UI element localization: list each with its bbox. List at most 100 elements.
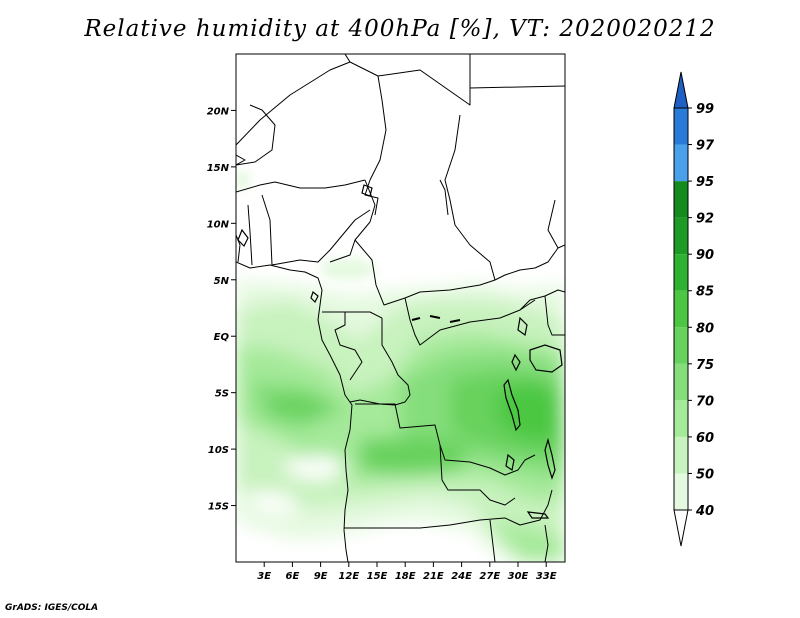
- colorbar-segment: [674, 217, 688, 255]
- border-egypt-sudan: [469, 85, 565, 89]
- y-axis: 20N 15N 10N 5N EQ 5S 10S 15S: [207, 106, 236, 513]
- colorbar-segment: [674, 400, 688, 437]
- border-chad-east: [439, 179, 449, 216]
- colorbar-label: 99: [696, 102, 714, 117]
- x-tick-label: 18E: [395, 571, 416, 582]
- colorbar-segment: [674, 181, 688, 218]
- colorbar-label: 75: [696, 358, 714, 373]
- colorbar-segment: [674, 144, 688, 182]
- colorbar-label: 70: [696, 394, 714, 409]
- border-libya-east: [377, 54, 471, 106]
- map-title: Relative humidity at 400hPa [%], VT: 202…: [84, 16, 716, 42]
- border-libya: [349, 61, 387, 181]
- x-tick-label: 21E: [423, 571, 444, 582]
- x-tick-label: 15E: [367, 571, 388, 582]
- rh-70-south-east: [490, 520, 565, 562]
- colorbar-segment: [674, 290, 688, 328]
- border-angola-zambia: [439, 444, 516, 506]
- y-tick-label: 10S: [208, 445, 229, 456]
- lake-victoria: [529, 344, 563, 373]
- x-tick-label: 6E: [286, 571, 300, 582]
- rh-80-region: [270, 395, 335, 420]
- colorbar-frame: [673, 107, 689, 511]
- lake-kariba: [526, 511, 550, 519]
- y-tick-label: 15S: [208, 502, 229, 513]
- colorbar-label: 92: [696, 212, 714, 227]
- border-mali-niger: [236, 104, 276, 166]
- rh-dry-patch: [285, 455, 350, 480]
- colorbar-segment: [674, 254, 688, 291]
- border-cameroon-gabon: [322, 311, 383, 319]
- border-sudan-ethiopia: [547, 199, 559, 249]
- border-nigeria-cameroon: [271, 209, 371, 266]
- colorbar-label: 80: [696, 321, 714, 336]
- lake-albert: [517, 316, 528, 337]
- x-tick-label: 27E: [479, 571, 500, 582]
- lake-malawi: [544, 437, 556, 480]
- border-angola-namibia: [344, 517, 506, 529]
- border-togo-ghana: [247, 204, 253, 266]
- colorbar-label: 97: [696, 139, 715, 154]
- x-tick-label: 24E: [451, 571, 472, 582]
- border-east-africa: [544, 295, 565, 336]
- border-drc-angola: [355, 403, 536, 476]
- border-car-drc: [404, 297, 536, 346]
- border-chad-sudan: [444, 114, 496, 281]
- x-axis: 3E 6E 9E 12E 15E 18E 21E 24E 27E 30E 33E: [257, 562, 557, 582]
- rh-dry-patch-2: [250, 490, 300, 512]
- grads-credit: GrADS: IGES/COLA: [5, 603, 99, 613]
- colorbar-label: 40: [695, 504, 714, 519]
- x-tick-label: 33E: [536, 571, 557, 582]
- colorbar-label: 90: [696, 248, 714, 263]
- x-tick-label: 9E: [314, 571, 328, 582]
- colorbar-label: 85: [696, 285, 714, 300]
- border-mali-mauritania: [236, 154, 246, 166]
- border-namibia-botswana: [489, 519, 496, 562]
- lake-mweru: [505, 453, 515, 471]
- y-tick-label: EQ: [214, 332, 230, 343]
- y-tick-label: 15N: [207, 163, 230, 174]
- border-algeria-niger: [236, 54, 351, 146]
- colorbar-segment: [674, 473, 688, 510]
- rh-50-north-patch: [320, 258, 380, 280]
- lake-tanganyika: [503, 378, 521, 432]
- border-congo-drc: [349, 318, 411, 406]
- border-gabon-congo: [334, 312, 363, 381]
- lake-kivu: [511, 353, 521, 372]
- colorbar-label: 95: [696, 175, 714, 190]
- colorbar-lower-triangle: [673, 509, 689, 547]
- border-niger-nigeria: [236, 179, 366, 193]
- border-niger-libya-2: [364, 179, 379, 216]
- lakes: [237, 184, 563, 519]
- colorbar-segment: [674, 327, 688, 364]
- y-tick-label: 10N: [207, 219, 230, 230]
- border-sudan-south-sudan: [494, 244, 565, 281]
- colorbar-upper-triangle: [673, 71, 689, 109]
- country-borders: [236, 54, 565, 562]
- coastline-west-africa: [236, 261, 353, 562]
- y-tick-label: 5N: [214, 276, 230, 287]
- plot-frame: [235, 53, 566, 563]
- humidity-field: [236, 170, 565, 562]
- x-tick-label: 3E: [257, 571, 271, 582]
- colorbar-label: 60: [696, 431, 714, 446]
- x-tick-label: 12E: [338, 571, 359, 582]
- rh-85-region-east: [495, 380, 560, 440]
- border-niger-chad: [329, 179, 376, 263]
- lake-volta: [237, 228, 249, 248]
- colorbar-segment: [674, 108, 688, 145]
- lake-chad: [361, 184, 373, 197]
- colorbar-segment: [674, 436, 688, 474]
- x-tick-label: 30E: [508, 571, 529, 582]
- colorbar-label: 50: [696, 467, 714, 482]
- island-bioko: [310, 290, 319, 304]
- coastline-ghana-ivory: [236, 234, 241, 263]
- river-congo-dashes: [411, 315, 461, 323]
- border-zambia-zimbabwe: [504, 489, 553, 526]
- border-zimbabwe-mozambique: [544, 524, 549, 562]
- border-benin: [261, 194, 273, 266]
- rh-80-band-south: [360, 435, 470, 475]
- colorbar-segment: [674, 363, 688, 401]
- colorbar: 40 50 60 70 75 80 85 90 92 95 97 99: [673, 71, 715, 547]
